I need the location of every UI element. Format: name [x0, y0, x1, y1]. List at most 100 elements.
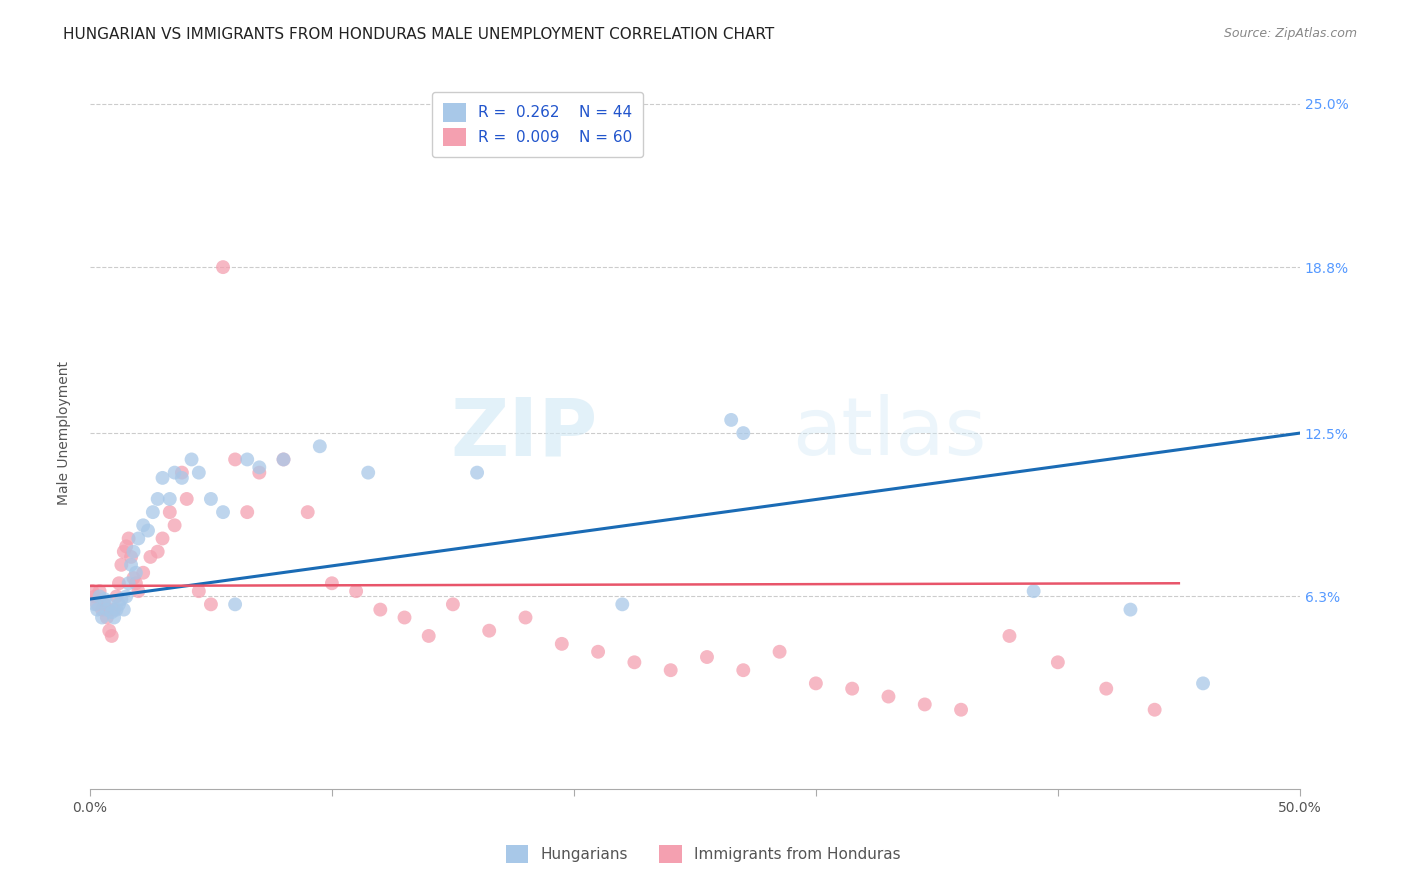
Point	[914, 698, 936, 712]
Point	[236, 505, 259, 519]
Point	[122, 571, 145, 585]
Point	[91, 602, 114, 616]
Point	[308, 439, 330, 453]
Point	[394, 610, 416, 624]
Point	[98, 598, 121, 612]
Point	[344, 584, 367, 599]
Point	[127, 532, 149, 546]
Point	[273, 452, 295, 467]
Point	[212, 260, 235, 274]
Point	[110, 558, 132, 572]
Text: atlas: atlas	[792, 394, 986, 472]
Point	[86, 602, 108, 616]
Point	[612, 598, 634, 612]
Point	[122, 544, 145, 558]
Point	[623, 655, 645, 669]
Point	[841, 681, 863, 696]
Point	[120, 549, 142, 564]
Point	[297, 505, 319, 519]
Point	[236, 452, 259, 467]
Point	[720, 413, 742, 427]
Point	[696, 650, 718, 665]
Point	[478, 624, 501, 638]
Point	[146, 544, 169, 558]
Point	[187, 584, 209, 599]
Point	[83, 590, 105, 604]
Point	[247, 466, 270, 480]
Point	[132, 566, 155, 580]
Point	[117, 576, 139, 591]
Point	[321, 576, 343, 591]
Point	[125, 576, 148, 591]
Point	[200, 491, 222, 506]
Point	[1143, 703, 1166, 717]
Point	[368, 602, 391, 616]
Point	[89, 590, 111, 604]
Point	[357, 466, 380, 480]
Point	[103, 610, 125, 624]
Point	[659, 663, 682, 677]
Point	[105, 602, 128, 616]
Text: HUNGARIAN VS IMMIGRANTS FROM HONDURAS MALE UNEMPLOYMENT CORRELATION CHART: HUNGARIAN VS IMMIGRANTS FROM HONDURAS MA…	[63, 27, 775, 42]
Legend: R =  0.262    N = 44, R =  0.009    N = 60: R = 0.262 N = 44, R = 0.009 N = 60	[432, 92, 643, 157]
Point	[96, 602, 118, 616]
Point	[733, 663, 755, 677]
Point	[465, 466, 488, 480]
Point	[950, 703, 973, 717]
Point	[132, 518, 155, 533]
Point	[142, 505, 165, 519]
Point	[224, 598, 246, 612]
Point	[247, 460, 270, 475]
Point	[115, 540, 138, 554]
Point	[768, 645, 790, 659]
Point	[551, 637, 574, 651]
Point	[1192, 676, 1215, 690]
Point	[98, 624, 121, 638]
Point	[108, 576, 131, 591]
Point	[804, 676, 827, 690]
Point	[224, 452, 246, 467]
Point	[163, 518, 186, 533]
Point	[515, 610, 537, 624]
Point	[200, 598, 222, 612]
Point	[115, 590, 138, 604]
Point	[112, 544, 135, 558]
Point	[176, 491, 198, 506]
Point	[117, 532, 139, 546]
Point	[108, 598, 131, 612]
Point	[152, 471, 174, 485]
Point	[170, 471, 193, 485]
Point	[586, 645, 609, 659]
Legend: Hungarians, Immigrants from Honduras: Hungarians, Immigrants from Honduras	[498, 837, 908, 871]
Text: ZIP: ZIP	[451, 394, 598, 472]
Point	[441, 598, 464, 612]
Point	[100, 605, 122, 619]
Point	[127, 584, 149, 599]
Point	[136, 524, 159, 538]
Point	[1119, 602, 1142, 616]
Point	[418, 629, 440, 643]
Point	[1095, 681, 1118, 696]
Point	[86, 598, 108, 612]
Point	[180, 452, 202, 467]
Point	[83, 598, 105, 612]
Point	[170, 466, 193, 480]
Point	[212, 505, 235, 519]
Point	[273, 452, 295, 467]
Point	[89, 584, 111, 599]
Point	[1022, 584, 1045, 599]
Point	[159, 491, 181, 506]
Point	[105, 590, 128, 604]
Point	[1046, 655, 1069, 669]
Point	[96, 610, 118, 624]
Point	[146, 491, 169, 506]
Point	[163, 466, 186, 480]
Point	[91, 610, 114, 624]
Text: Source: ZipAtlas.com: Source: ZipAtlas.com	[1223, 27, 1357, 40]
Point	[139, 549, 162, 564]
Point	[877, 690, 900, 704]
Point	[93, 592, 115, 607]
Point	[187, 466, 209, 480]
Point	[103, 602, 125, 616]
Point	[120, 558, 142, 572]
